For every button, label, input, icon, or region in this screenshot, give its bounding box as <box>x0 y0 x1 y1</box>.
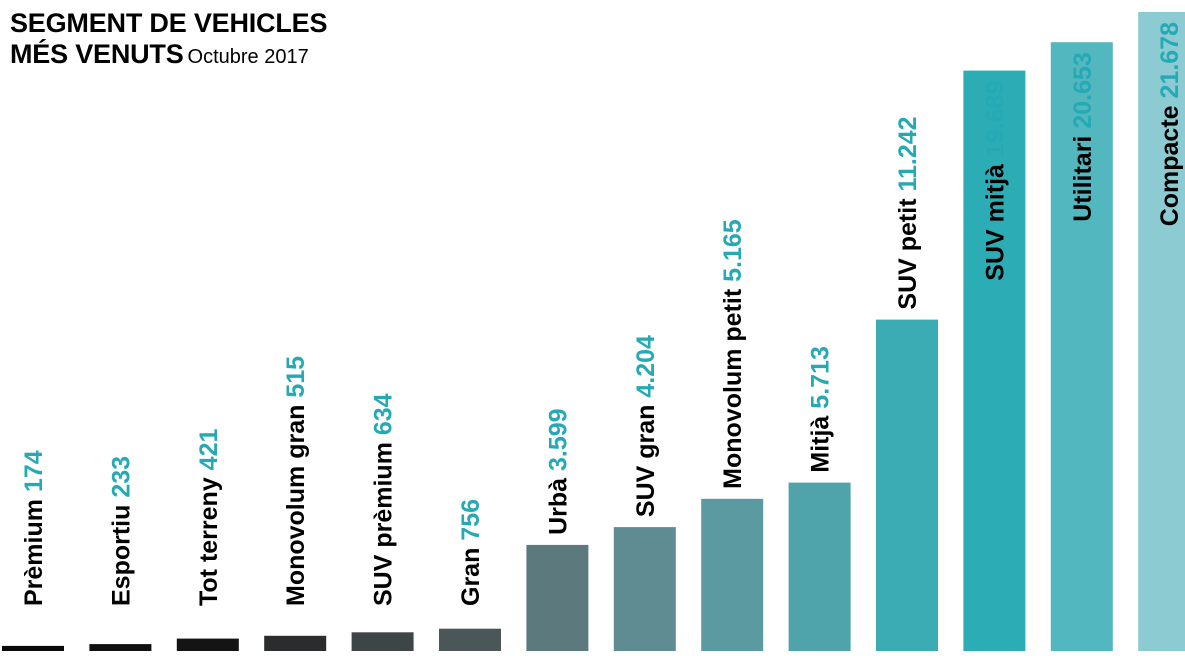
bar-0 <box>2 645 64 651</box>
value-label-4: 634 <box>370 393 398 435</box>
value-label-12: 20.653 <box>1069 52 1097 128</box>
bar-9 <box>788 482 851 651</box>
value-label-0: 174 <box>20 450 48 492</box>
bar-label-7: SUV gran 4.204 <box>632 335 660 517</box>
category-label-0: Prèmium <box>20 492 48 606</box>
chart-title-line-2-text: MÉS VENUTS <box>10 39 184 69</box>
value-label-1: 233 <box>107 456 135 498</box>
chart-title: SEGMENT DE VEHICLES MÉS VENUTS Octubre 20… <box>10 8 327 73</box>
bar-5 <box>439 628 501 651</box>
bar-3 <box>264 635 327 651</box>
bar-label-3: Monovolum gran 515 <box>282 356 310 606</box>
bar-label-1: Esportiu 233 <box>107 456 135 606</box>
category-label-2: Tot terreny <box>195 470 223 606</box>
bar-label-2: Tot terreny 421 <box>195 429 223 606</box>
category-label-7: SUV gran <box>632 398 660 517</box>
chart-title-line-2: MÉS VENUTS Octubre 2017 <box>10 39 327 73</box>
value-label-5: 756 <box>457 499 485 541</box>
value-label-7: 4.204 <box>632 335 660 398</box>
value-label-2: 421 <box>195 429 223 471</box>
category-label-10: SUV petit <box>894 192 922 310</box>
bar-12 <box>1050 42 1113 651</box>
category-label-1: Esportiu <box>107 498 135 606</box>
bar-11 <box>963 70 1026 652</box>
bar-8 <box>701 498 764 651</box>
category-label-8: Monovolum petit <box>719 282 747 489</box>
category-label-13: Compacte <box>1156 98 1184 226</box>
bar-label-10: SUV petit 11.242 <box>894 116 922 309</box>
bar-7 <box>613 527 676 651</box>
bar-13 <box>1138 12 1185 651</box>
category-label-11: SUV mitjà <box>981 157 1009 281</box>
value-label-3: 515 <box>282 356 310 398</box>
bar-10 <box>876 319 938 651</box>
chart-title-line-1: SEGMENT DE VEHICLES <box>10 8 328 38</box>
bar-6 <box>526 544 589 651</box>
value-label-10: 11.242 <box>894 116 922 191</box>
bar-label-8: Monovolum petit 5.165 <box>719 219 747 489</box>
bar-4 <box>351 632 414 651</box>
bar-label-0: Prèmium 174 <box>20 450 48 606</box>
category-label-6: Urbà <box>544 471 572 535</box>
bar-1 <box>89 644 152 651</box>
bar-label-9: Mitjà 5.713 <box>807 346 835 472</box>
bar-label-13: Compacte 21.678 <box>1156 22 1184 226</box>
value-label-6: 3.599 <box>544 408 572 471</box>
category-label-9: Mitjà <box>807 409 835 473</box>
bar-label-6: Urbà 3.599 <box>544 408 572 534</box>
value-label-11: 19.689 <box>981 81 1009 157</box>
value-label-8: 5.165 <box>719 219 747 282</box>
chart-subtitle: Octubre 2017 <box>187 46 309 68</box>
category-label-3: Monovolum gran <box>282 398 310 606</box>
value-label-9: 5.713 <box>807 346 835 409</box>
category-label-4: SUV prèmium <box>370 435 398 606</box>
category-label-12: Utilitari <box>1069 129 1097 222</box>
value-label-13: 21.678 <box>1156 22 1184 99</box>
category-label-5: Gran <box>457 541 485 606</box>
bar-label-5: Gran 756 <box>457 499 485 606</box>
bar-label-4: SUV prèmium 634 <box>370 393 398 606</box>
bar-label-12: Utilitari 20.653 <box>1069 52 1097 222</box>
bar-2 <box>176 638 239 651</box>
bar-label-11: SUV mitjà 19.689 <box>981 81 1009 281</box>
